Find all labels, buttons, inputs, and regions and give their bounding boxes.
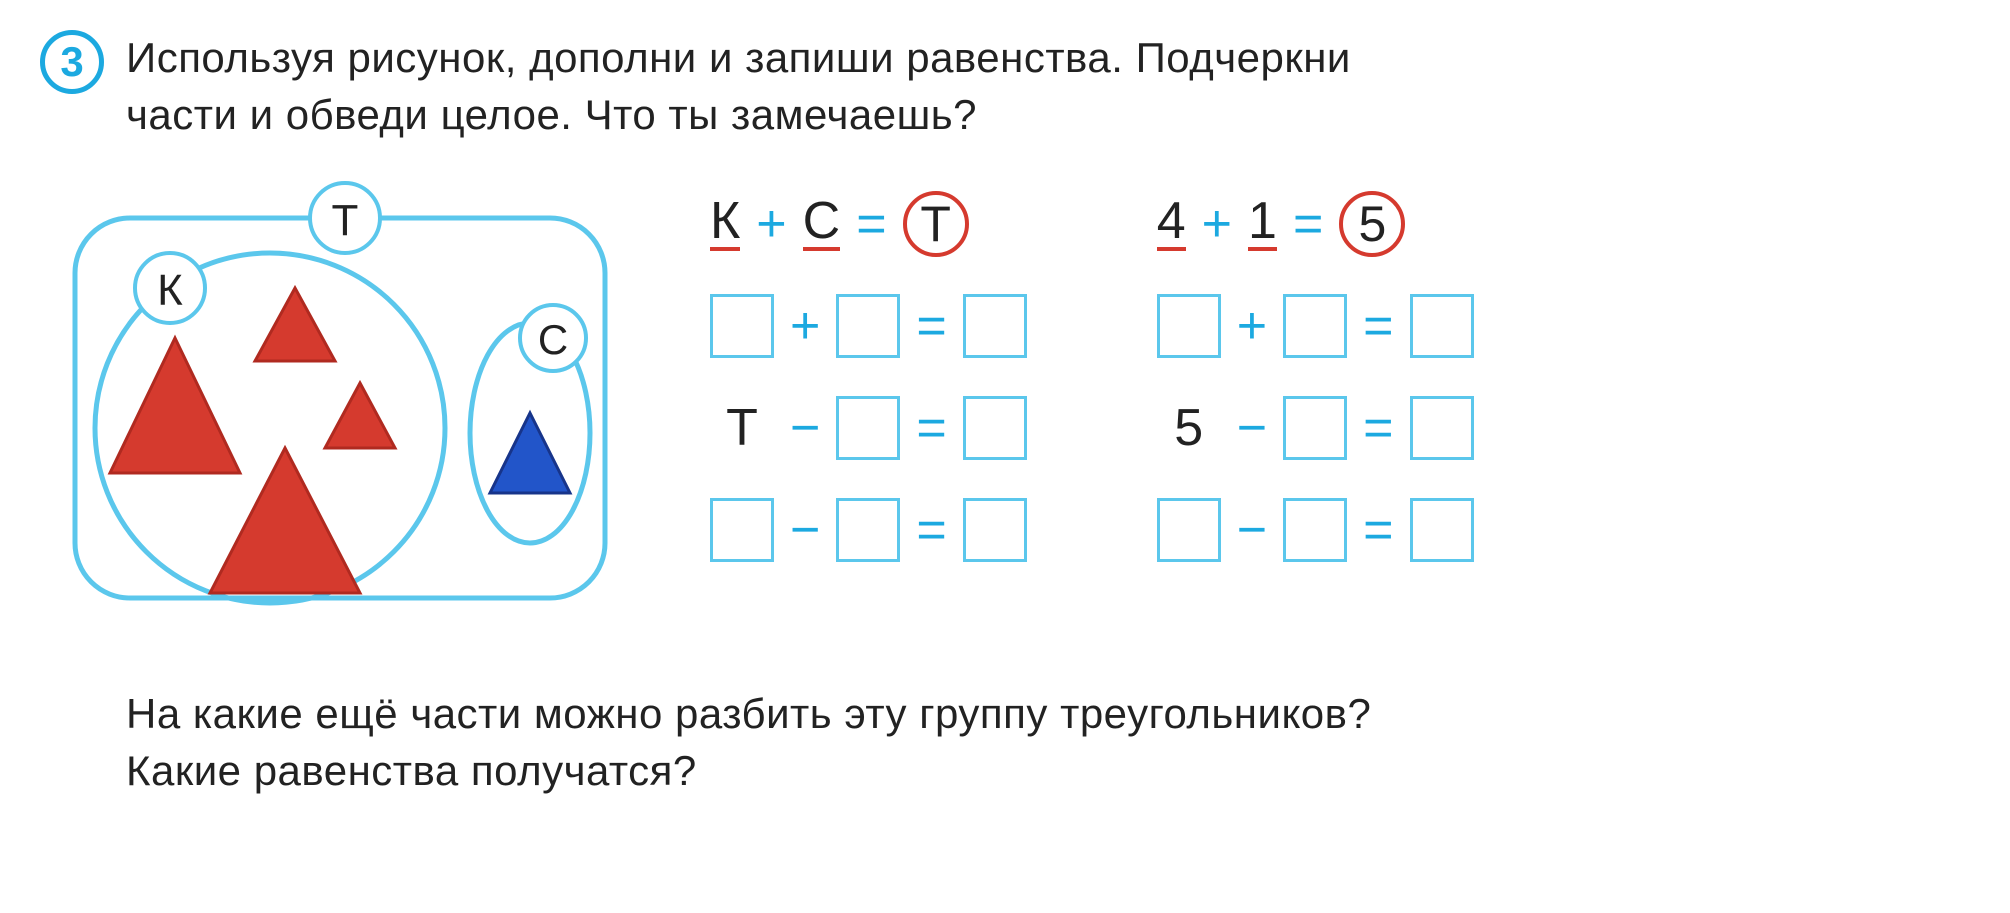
term-k: К <box>710 198 740 251</box>
sets-diagram: Т К С <box>60 173 620 658</box>
result-5-circle: 5 <box>1339 191 1405 257</box>
letters-row-4: − = <box>710 494 1027 566</box>
input-box[interactable] <box>1410 498 1474 562</box>
term-t: Т <box>710 398 774 458</box>
letters-row-1: К + С = Т <box>710 188 1027 260</box>
problem-header: 3 Используя рисунок, дополни и запиши ра… <box>40 30 1970 143</box>
term-5: 5 <box>1157 398 1221 458</box>
input-box[interactable] <box>710 294 774 358</box>
problem-text-line2: части и обведи целое. Что ты замечаешь? <box>126 91 977 138</box>
plus-icon: + <box>1202 194 1232 254</box>
numbers-column: 4 + 1 = 5 + = 5 − = − <box>1157 188 1474 566</box>
footer-line2: Какие равенства получатся? <box>126 747 697 794</box>
footer-questions: На какие ещё части можно разбить эту гру… <box>40 686 1970 799</box>
term-c: С <box>803 198 841 251</box>
term-1: 1 <box>1248 198 1277 251</box>
equals-icon: = <box>1363 500 1393 560</box>
input-box[interactable] <box>1410 396 1474 460</box>
input-box[interactable] <box>836 294 900 358</box>
term-4: 4 <box>1157 198 1186 251</box>
input-box[interactable] <box>710 498 774 562</box>
problem-number: 3 <box>60 38 83 86</box>
input-box[interactable] <box>836 498 900 562</box>
triangle-red-icon <box>110 338 240 473</box>
equals-icon: = <box>1363 398 1393 458</box>
input-box[interactable] <box>1283 396 1347 460</box>
letters-row-3: Т − = <box>710 392 1027 464</box>
plus-icon: + <box>790 296 820 356</box>
main-row: Т К С К + <box>40 173 1970 658</box>
equals-icon: = <box>916 500 946 560</box>
input-box[interactable] <box>1410 294 1474 358</box>
minus-icon: − <box>1237 500 1267 560</box>
numbers-row-3: 5 − = <box>1157 392 1474 464</box>
input-box[interactable] <box>963 396 1027 460</box>
label-t: Т <box>332 196 359 245</box>
triangle-blue-icon <box>490 413 570 493</box>
letters-row-2: + = <box>710 290 1027 362</box>
numbers-row-4: − = <box>1157 494 1474 566</box>
input-box[interactable] <box>963 294 1027 358</box>
equals-icon: = <box>856 194 886 254</box>
input-box[interactable] <box>1283 294 1347 358</box>
minus-icon: − <box>1237 398 1267 458</box>
letters-column: К + С = Т + = Т − = − <box>710 188 1027 566</box>
numbers-row-1: 4 + 1 = 5 <box>1157 188 1474 260</box>
label-k: К <box>157 266 183 315</box>
triangle-red-icon <box>255 288 335 361</box>
problem-text-line1: Используя рисунок, дополни и запиши раве… <box>126 34 1351 81</box>
problem-text: Используя рисунок, дополни и запиши раве… <box>126 30 1351 143</box>
numbers-row-2: + = <box>1157 290 1474 362</box>
triangle-red-icon <box>325 383 395 448</box>
input-box[interactable] <box>963 498 1027 562</box>
input-box[interactable] <box>1283 498 1347 562</box>
footer-line1: На какие ещё части можно разбить эту гру… <box>126 690 1371 737</box>
minus-icon: − <box>790 500 820 560</box>
minus-icon: − <box>790 398 820 458</box>
equals-icon: = <box>916 398 946 458</box>
result-t-circle: Т <box>903 191 969 257</box>
problem-number-badge: 3 <box>40 30 104 94</box>
input-box[interactable] <box>836 396 900 460</box>
equals-icon: = <box>916 296 946 356</box>
equals-icon: = <box>1293 194 1323 254</box>
plus-icon: + <box>1237 296 1267 356</box>
label-c: С <box>538 316 568 363</box>
input-box[interactable] <box>1157 498 1221 562</box>
equations-block: К + С = Т + = Т − = − <box>710 173 1474 566</box>
equals-icon: = <box>1363 296 1393 356</box>
plus-icon: + <box>756 194 786 254</box>
input-box[interactable] <box>1157 294 1221 358</box>
